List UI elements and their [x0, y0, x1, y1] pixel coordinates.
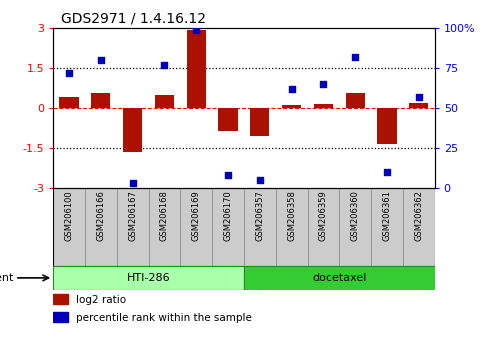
Point	[192, 27, 200, 33]
Bar	[244, 188, 276, 266]
Bar	[53, 312, 69, 322]
Point	[351, 54, 359, 60]
Bar	[155, 95, 174, 108]
Bar	[212, 188, 244, 266]
Bar	[218, 108, 238, 131]
Bar	[250, 108, 270, 136]
Bar	[308, 188, 339, 266]
Text: GSM206359: GSM206359	[319, 190, 328, 241]
Text: log2 ratio: log2 ratio	[76, 295, 126, 305]
Text: percentile rank within the sample: percentile rank within the sample	[76, 313, 252, 323]
Text: GSM206169: GSM206169	[192, 190, 201, 241]
Text: agent: agent	[0, 273, 14, 283]
Bar	[187, 30, 206, 108]
Bar	[180, 188, 212, 266]
Text: GSM206357: GSM206357	[256, 190, 264, 241]
Point	[415, 94, 423, 100]
Bar	[91, 93, 110, 108]
Bar	[85, 188, 117, 266]
Text: GSM206362: GSM206362	[414, 190, 423, 241]
Bar	[59, 97, 79, 108]
Bar	[403, 188, 435, 266]
Text: GSM206170: GSM206170	[224, 190, 232, 241]
Bar	[117, 188, 149, 266]
Point	[320, 81, 327, 87]
Point	[129, 180, 137, 185]
Text: GSM206168: GSM206168	[160, 190, 169, 241]
Bar	[378, 108, 397, 144]
Text: GSM206166: GSM206166	[96, 190, 105, 241]
Text: GDS2971 / 1.4.16.12: GDS2971 / 1.4.16.12	[61, 12, 206, 26]
Point	[256, 177, 264, 183]
Text: GSM206360: GSM206360	[351, 190, 360, 241]
Bar	[123, 108, 142, 152]
Bar	[53, 294, 69, 304]
Point	[288, 86, 296, 92]
Bar	[276, 188, 308, 266]
Bar	[53, 266, 244, 290]
Bar	[371, 188, 403, 266]
Text: docetaxel: docetaxel	[312, 273, 367, 283]
Bar	[339, 188, 371, 266]
Point	[65, 70, 73, 76]
Text: GSM206358: GSM206358	[287, 190, 296, 241]
Text: GSM206100: GSM206100	[65, 190, 73, 241]
Bar	[409, 103, 428, 108]
Bar	[314, 104, 333, 108]
Point	[97, 57, 105, 63]
Bar	[244, 266, 435, 290]
Bar	[346, 93, 365, 108]
Bar	[282, 105, 301, 108]
Text: HTI-286: HTI-286	[127, 273, 170, 283]
Point	[383, 169, 391, 175]
Point	[224, 172, 232, 178]
Text: GSM206167: GSM206167	[128, 190, 137, 241]
Point	[160, 62, 168, 68]
Bar	[149, 188, 180, 266]
Text: GSM206361: GSM206361	[383, 190, 392, 241]
Bar	[53, 188, 85, 266]
